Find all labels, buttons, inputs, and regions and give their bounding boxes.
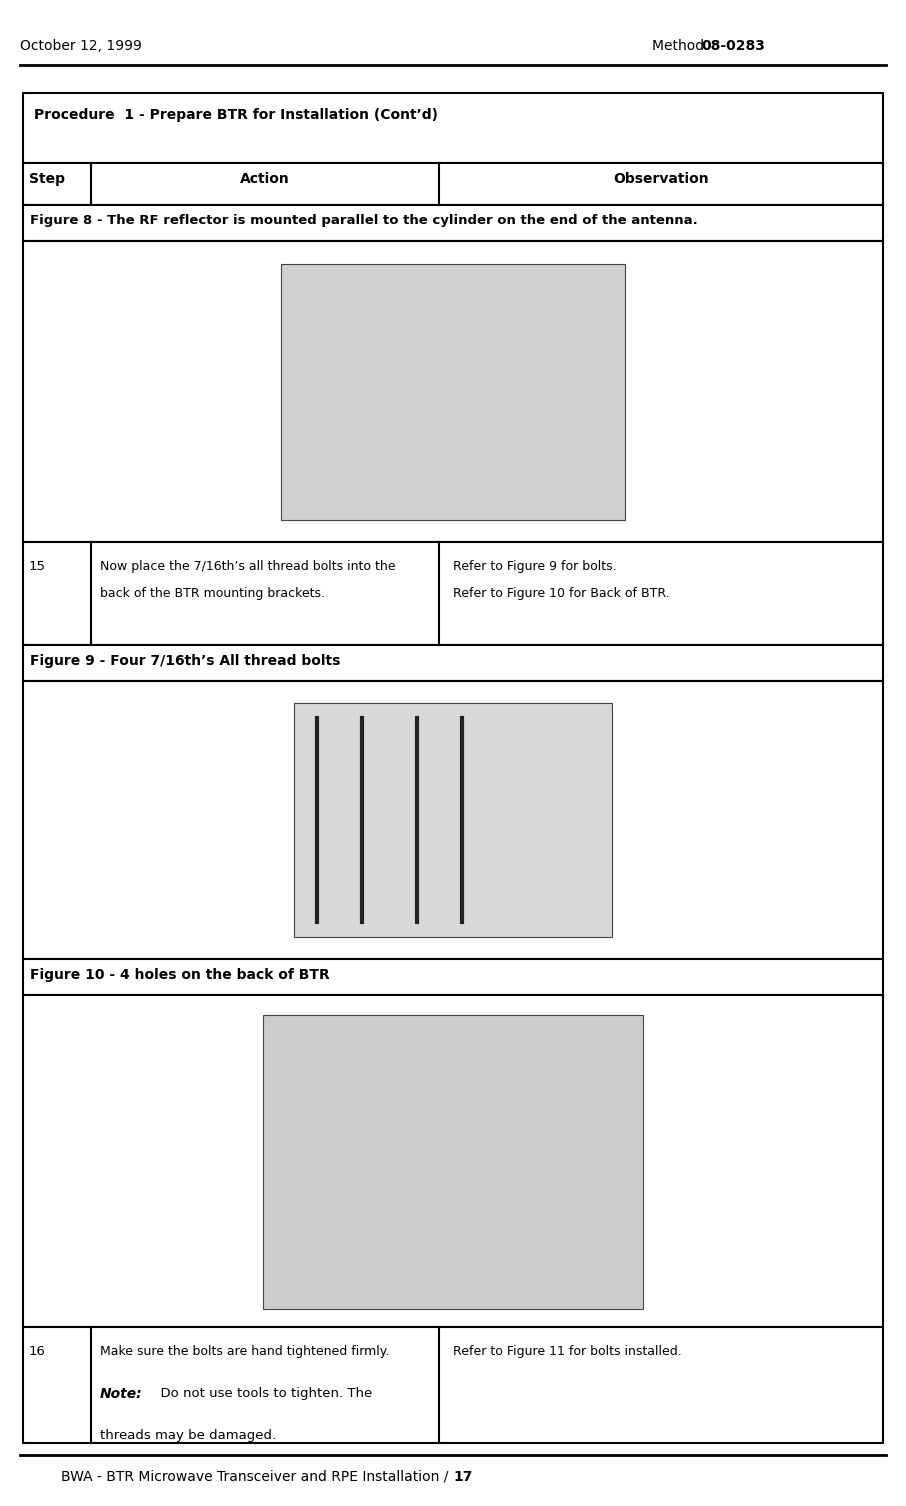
Text: October 12, 1999: October 12, 1999 [20, 39, 142, 53]
Bar [23, 959, 883, 995]
Bar [23, 1327, 883, 1443]
Text: back of the BTR mounting brackets.: back of the BTR mounting brackets. [100, 587, 324, 601]
Text: 16: 16 [29, 1345, 46, 1358]
Bar [23, 542, 883, 645]
Bar [281, 264, 625, 520]
Text: Figure 10 - 4 holes on the back of BTR: Figure 10 - 4 holes on the back of BTR [30, 968, 330, 982]
Text: Action: Action [240, 172, 290, 185]
Text: 08-0283: 08-0283 [701, 39, 766, 53]
Text: Figure 9 - Four 7/16th’s All thread bolts: Figure 9 - Four 7/16th’s All thread bolt… [30, 654, 341, 667]
Text: 17: 17 [453, 1470, 472, 1483]
Bar [23, 995, 883, 1327]
Text: Method: Method [652, 39, 708, 53]
Bar [23, 205, 883, 241]
Bar [23, 163, 883, 205]
Text: 15: 15 [29, 560, 46, 574]
Text: Step: Step [29, 172, 65, 185]
Text: Procedure  1 - Prepare BTR for Installation (Cont’d): Procedure 1 - Prepare BTR for Installati… [34, 108, 438, 122]
Text: threads may be damaged.: threads may be damaged. [100, 1429, 275, 1443]
Text: Observation: Observation [613, 172, 709, 185]
Text: Make sure the bolts are hand tightened firmly.: Make sure the bolts are hand tightened f… [100, 1345, 389, 1358]
Text: Refer to Figure 11 for bolts installed.: Refer to Figure 11 for bolts installed. [453, 1345, 681, 1358]
Text: Refer to Figure 9 for bolts.: Refer to Figure 9 for bolts. [453, 560, 617, 574]
Bar [23, 241, 883, 542]
Text: Note:: Note: [100, 1387, 142, 1401]
Bar [294, 703, 612, 937]
Text: Figure 8 - The RF reflector is mounted parallel to the cylinder on the end of th: Figure 8 - The RF reflector is mounted p… [30, 214, 698, 227]
Text: Refer to Figure 10 for Back of BTR.: Refer to Figure 10 for Back of BTR. [453, 587, 670, 601]
Text: BWA - BTR Microwave Transceiver and RPE Installation /: BWA - BTR Microwave Transceiver and RPE … [62, 1470, 453, 1483]
Bar [263, 1015, 643, 1309]
Text: Now place the 7/16th’s all thread bolts into the: Now place the 7/16th’s all thread bolts … [100, 560, 395, 574]
Bar [23, 645, 883, 681]
Text: Do not use tools to tighten. The: Do not use tools to tighten. The [152, 1387, 372, 1401]
Bar [23, 681, 883, 959]
Bar [23, 93, 883, 163]
